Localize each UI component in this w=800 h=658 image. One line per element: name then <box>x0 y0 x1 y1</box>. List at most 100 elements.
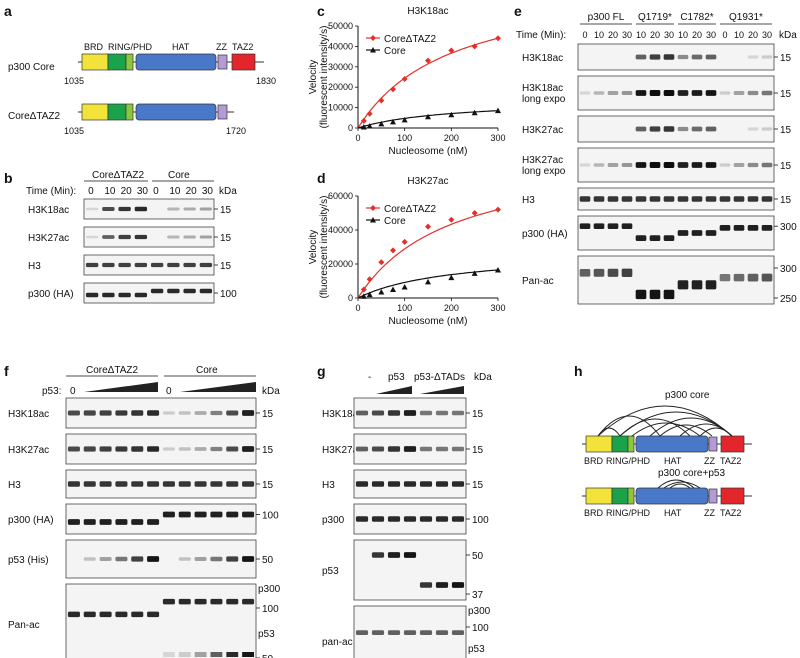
band <box>635 90 647 96</box>
band <box>147 556 160 562</box>
data-point <box>425 113 431 120</box>
band <box>194 557 207 561</box>
data-point <box>360 117 367 124</box>
interaction-arc <box>659 424 713 437</box>
band <box>183 262 196 268</box>
row-label: H3K27ac <box>8 445 49 456</box>
band <box>183 288 196 294</box>
band <box>115 519 128 525</box>
legend-marker <box>370 47 376 53</box>
taz2-label: TAZ2 <box>720 508 741 518</box>
band <box>719 274 731 282</box>
time-point: 30 <box>706 30 716 40</box>
p300-core-name: p300 Core <box>8 62 55 73</box>
brd-label: BRD <box>84 42 104 52</box>
data-point <box>366 291 373 298</box>
band <box>733 91 745 95</box>
legend-label: CoreΔTAZ2 <box>384 204 436 215</box>
band <box>451 516 465 522</box>
band <box>194 481 207 487</box>
band <box>242 598 255 605</box>
mw-marker: 15 <box>472 445 484 456</box>
y-tick-label: 30000 <box>328 62 353 72</box>
mw-marker: 50 <box>472 551 484 562</box>
interaction-arc <box>619 418 691 437</box>
band <box>99 481 112 487</box>
mw-marker: 15 <box>220 205 232 216</box>
band <box>167 288 180 294</box>
band <box>607 91 619 95</box>
band <box>705 280 717 290</box>
time-point: 20 <box>650 30 660 40</box>
band <box>162 481 175 487</box>
interaction-arc <box>597 427 621 437</box>
band <box>677 162 689 168</box>
band <box>147 519 160 525</box>
panel-label-f: f <box>4 363 9 379</box>
panel-label-d: d <box>317 170 326 186</box>
band <box>102 206 115 212</box>
band <box>167 235 180 239</box>
ring-phd-label: RING/PHD <box>606 456 651 466</box>
row-label: Pan-ac <box>8 620 40 631</box>
data-point <box>471 109 478 116</box>
interaction-arc <box>631 422 701 437</box>
band <box>403 516 417 522</box>
band <box>705 230 717 236</box>
legend-label: Core <box>384 216 406 227</box>
ring-phd-label: RING/PHD <box>606 508 651 518</box>
row-label: H3K18ac <box>8 409 49 420</box>
data-point <box>390 86 396 93</box>
data-point <box>471 43 478 50</box>
band <box>747 273 759 282</box>
band <box>649 126 661 132</box>
band <box>705 54 717 60</box>
p300-core-arcs: BRD RING/PHD HAT ZZ TAZ2 <box>582 405 752 466</box>
band <box>761 55 773 59</box>
panel-b-blot: CoreΔTAZ2 Core Time (Min): kDa 0 10 20 30 0 1… <box>26 170 237 304</box>
band <box>579 163 591 167</box>
time-point: 0 <box>582 30 587 40</box>
zz-label: ZZ <box>704 508 715 518</box>
band <box>621 90 633 96</box>
interaction-arc <box>657 479 695 489</box>
band <box>102 292 115 298</box>
band <box>85 292 99 298</box>
x-tick-label: 300 <box>490 303 505 313</box>
time-point: 20 <box>748 30 758 40</box>
row-label: H3K27ac <box>522 155 563 166</box>
interaction-arc <box>597 415 661 437</box>
band <box>115 481 128 487</box>
band <box>747 196 759 202</box>
band <box>677 280 689 290</box>
row-label: p53 <box>322 566 339 577</box>
mw-marker: 15 <box>472 409 484 420</box>
taz2-domain <box>231 53 256 71</box>
band <box>183 207 196 211</box>
panel-label-b: b <box>4 170 13 186</box>
hat-domain <box>135 53 217 71</box>
mutant-group-label: p300 FL <box>588 12 625 23</box>
panel-label-g: g <box>317 363 326 379</box>
panel-label-e: e <box>514 3 522 19</box>
band <box>85 235 99 239</box>
band <box>167 262 180 268</box>
band <box>131 410 144 416</box>
blot-strip <box>577 255 775 305</box>
data-point <box>425 57 431 64</box>
data-point <box>401 76 408 83</box>
row-label: H3K18ac <box>522 83 563 94</box>
data-point <box>390 118 396 125</box>
data-point <box>448 47 455 54</box>
band <box>593 91 605 95</box>
band <box>403 410 417 416</box>
x-axis-label: Nucleosome (nM) <box>389 146 468 157</box>
band <box>419 481 433 487</box>
band <box>663 126 675 132</box>
fit-curve <box>357 209 499 299</box>
band <box>761 90 773 96</box>
panel-a-domain-diagram: p300 Core BRD RING/PHD HAT ZZ TAZ2 1035 … <box>8 42 276 136</box>
y-tick-label: 60000 <box>328 191 353 201</box>
p53-gradient-wedge <box>180 382 256 392</box>
band <box>621 196 633 202</box>
